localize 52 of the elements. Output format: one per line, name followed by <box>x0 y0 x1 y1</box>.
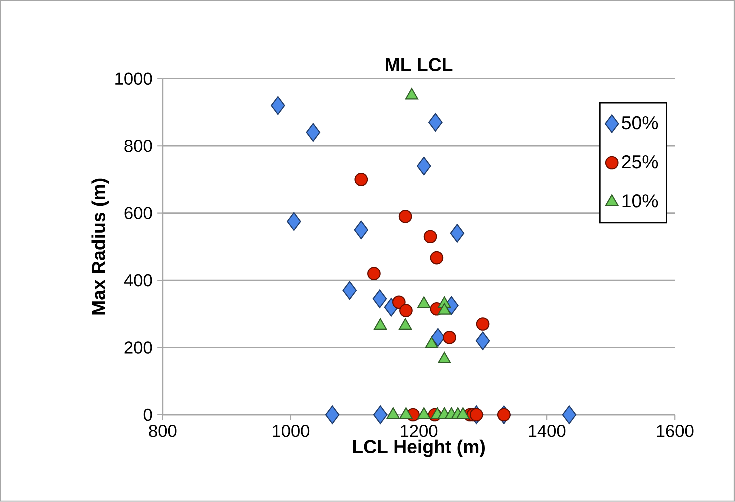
y-axis-title: Max Radius (m) <box>92 178 110 315</box>
point <box>372 290 388 308</box>
point <box>398 210 412 224</box>
point <box>476 332 490 350</box>
point <box>400 304 413 318</box>
chart-title: ML LCL <box>386 58 453 72</box>
point <box>424 230 438 244</box>
point <box>428 113 443 132</box>
point <box>392 296 406 310</box>
y-tick-label: 400 <box>124 274 152 287</box>
point <box>354 220 369 240</box>
point <box>438 303 452 315</box>
point <box>425 336 438 348</box>
y-tick-label: 800 <box>124 140 152 152</box>
legend-label: 10% <box>622 194 658 208</box>
point <box>287 212 302 232</box>
point <box>430 251 444 265</box>
point <box>306 123 321 142</box>
point <box>400 408 413 420</box>
x-axis-title: LCL Height (m) <box>353 440 485 458</box>
x-tick-label: 800 <box>149 425 177 438</box>
legend-label: 50% <box>622 116 658 130</box>
point <box>354 173 368 186</box>
point <box>438 352 452 364</box>
point <box>325 406 340 424</box>
x-tick-label: 1000 <box>273 425 310 438</box>
y-tick-label: 1000 <box>116 72 152 86</box>
legend-label: 25% <box>622 156 658 169</box>
point <box>456 408 470 420</box>
point <box>418 296 431 308</box>
point <box>470 408 484 422</box>
point <box>399 318 412 330</box>
point <box>418 408 431 420</box>
point <box>417 156 432 176</box>
point <box>562 406 577 424</box>
point <box>476 318 490 331</box>
point <box>450 224 465 243</box>
point <box>271 96 286 116</box>
point <box>498 408 511 422</box>
y-tick-label: 0 <box>144 408 152 422</box>
point <box>373 406 388 424</box>
point <box>374 318 388 330</box>
point <box>443 331 456 344</box>
point <box>368 267 381 281</box>
point <box>386 408 400 420</box>
x-tick-label: 1600 <box>657 425 694 438</box>
x-tick-label: 1200 <box>401 425 438 438</box>
y-tick-label: 200 <box>124 342 152 354</box>
x-tick-label: 1400 <box>529 425 566 438</box>
point <box>342 281 358 300</box>
y-tick-label: 600 <box>124 207 152 220</box>
point <box>431 328 446 348</box>
